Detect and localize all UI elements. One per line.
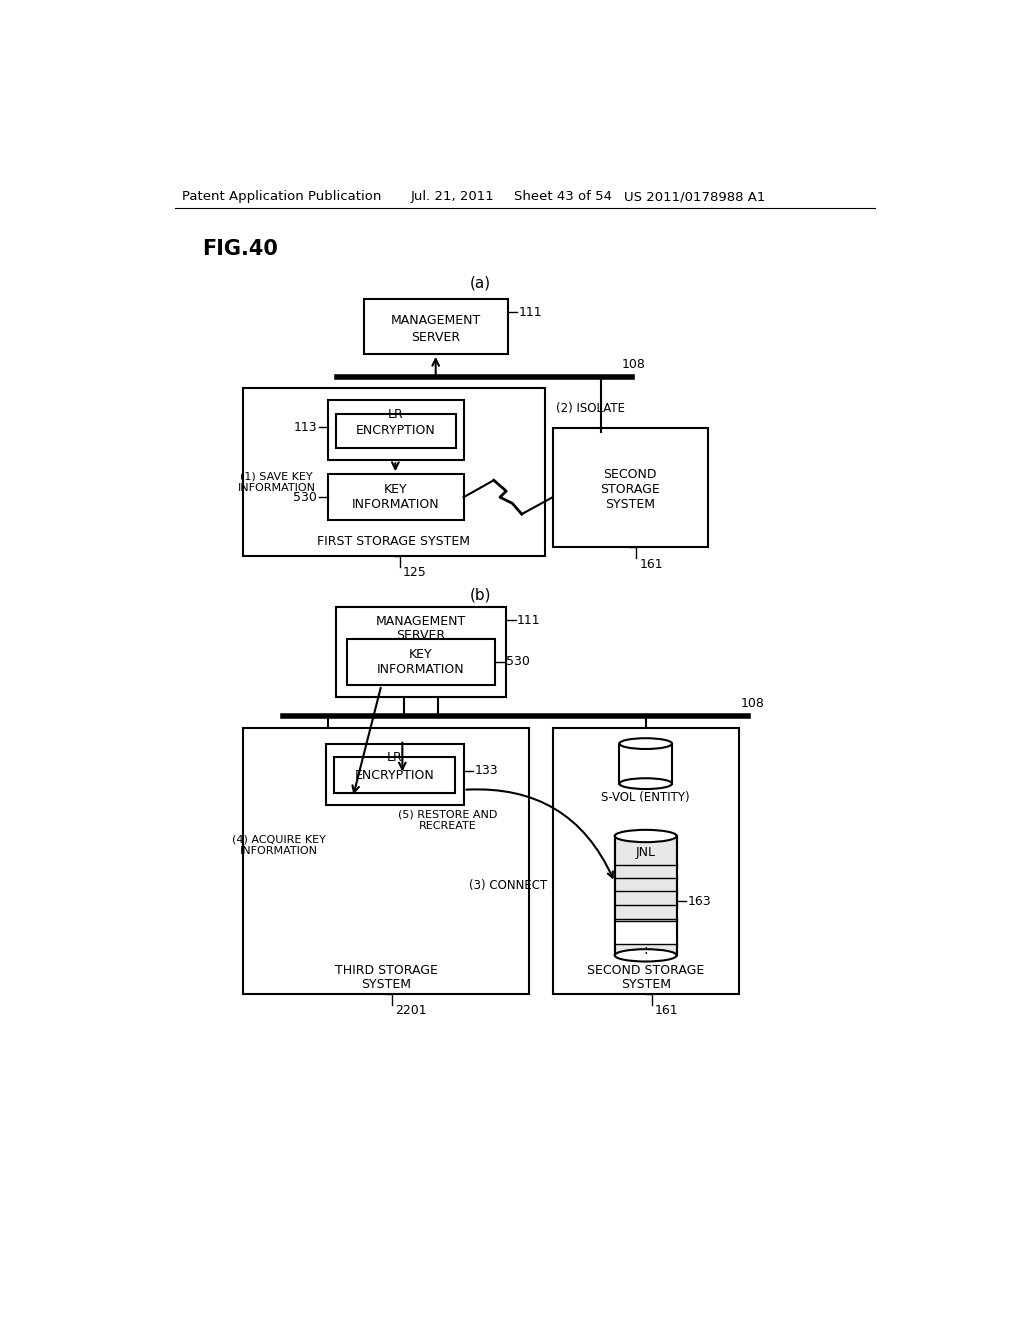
Text: SERVER: SERVER xyxy=(411,330,460,343)
Text: ENCRYPTION: ENCRYPTION xyxy=(355,425,435,437)
Text: 113: 113 xyxy=(294,421,317,434)
Text: SECOND STORAGE: SECOND STORAGE xyxy=(587,964,705,977)
Text: SERVER: SERVER xyxy=(396,630,445,643)
Bar xyxy=(336,607,506,697)
Text: 125: 125 xyxy=(403,566,427,579)
Bar xyxy=(365,298,508,354)
Text: Sheet 43 of 54: Sheet 43 of 54 xyxy=(514,190,612,203)
Text: 2201: 2201 xyxy=(395,1005,427,1018)
Text: KEY: KEY xyxy=(410,648,433,661)
Ellipse shape xyxy=(620,738,672,748)
Text: MANAGEMENT: MANAGEMENT xyxy=(376,615,466,628)
Text: 530: 530 xyxy=(293,491,317,504)
Bar xyxy=(328,474,464,520)
Text: S-VOL (ENTITY): S-VOL (ENTITY) xyxy=(601,791,690,804)
Text: :: : xyxy=(643,942,648,957)
Bar xyxy=(243,729,529,994)
Text: LR: LR xyxy=(387,751,402,764)
Bar xyxy=(553,729,738,994)
Bar xyxy=(334,758,455,793)
Text: KEY: KEY xyxy=(384,483,408,496)
Text: 163: 163 xyxy=(687,895,712,908)
Text: 111: 111 xyxy=(518,306,543,319)
Text: 108: 108 xyxy=(622,358,645,371)
Text: 530: 530 xyxy=(506,656,530,668)
Bar xyxy=(326,743,464,805)
Text: THIRD STORAGE: THIRD STORAGE xyxy=(335,964,437,977)
Text: SYSTEM: SYSTEM xyxy=(605,499,655,511)
Bar xyxy=(553,428,708,548)
Text: SYSTEM: SYSTEM xyxy=(621,978,671,991)
Text: ENCRYPTION: ENCRYPTION xyxy=(354,768,434,781)
Bar xyxy=(614,836,677,956)
Text: 133: 133 xyxy=(474,764,498,777)
Text: (a): (a) xyxy=(470,276,492,290)
Text: JNL: JNL xyxy=(636,846,655,859)
Text: STORAGE: STORAGE xyxy=(600,483,660,496)
Text: (5) RESTORE AND
RECREATE: (5) RESTORE AND RECREATE xyxy=(397,809,497,832)
Text: 111: 111 xyxy=(517,614,541,627)
Text: SYSTEM: SYSTEM xyxy=(361,978,411,991)
Text: Jul. 21, 2011: Jul. 21, 2011 xyxy=(411,190,495,203)
Text: FIG.40: FIG.40 xyxy=(202,239,278,259)
Text: MANAGEMENT: MANAGEMENT xyxy=(390,314,481,326)
Text: (2) ISOLATE: (2) ISOLATE xyxy=(556,403,625,416)
Bar xyxy=(243,388,545,556)
Ellipse shape xyxy=(620,779,672,789)
Text: 161: 161 xyxy=(640,557,664,570)
Ellipse shape xyxy=(614,830,677,842)
Text: Patent Application Publication: Patent Application Publication xyxy=(182,190,382,203)
Text: SECOND: SECOND xyxy=(603,467,657,480)
Text: 108: 108 xyxy=(740,697,764,710)
Text: (b): (b) xyxy=(470,587,492,602)
Ellipse shape xyxy=(614,949,677,961)
Text: US 2011/0178988 A1: US 2011/0178988 A1 xyxy=(624,190,765,203)
Bar xyxy=(346,639,496,685)
Text: (4) ACQUIRE KEY
INFORMATION: (4) ACQUIRE KEY INFORMATION xyxy=(232,834,326,857)
Text: FIRST STORAGE SYSTEM: FIRST STORAGE SYSTEM xyxy=(317,536,470,548)
Text: INFORMATION: INFORMATION xyxy=(377,663,465,676)
Text: LR: LR xyxy=(387,408,403,421)
Text: INFORMATION: INFORMATION xyxy=(351,499,439,511)
Text: 161: 161 xyxy=(655,1005,679,1018)
Text: (1) SAVE KEY
INFORMATION: (1) SAVE KEY INFORMATION xyxy=(238,471,315,492)
Bar xyxy=(615,921,676,944)
Text: (3) CONNECT: (3) CONNECT xyxy=(469,879,547,892)
Bar xyxy=(328,400,464,461)
Bar xyxy=(336,414,456,447)
